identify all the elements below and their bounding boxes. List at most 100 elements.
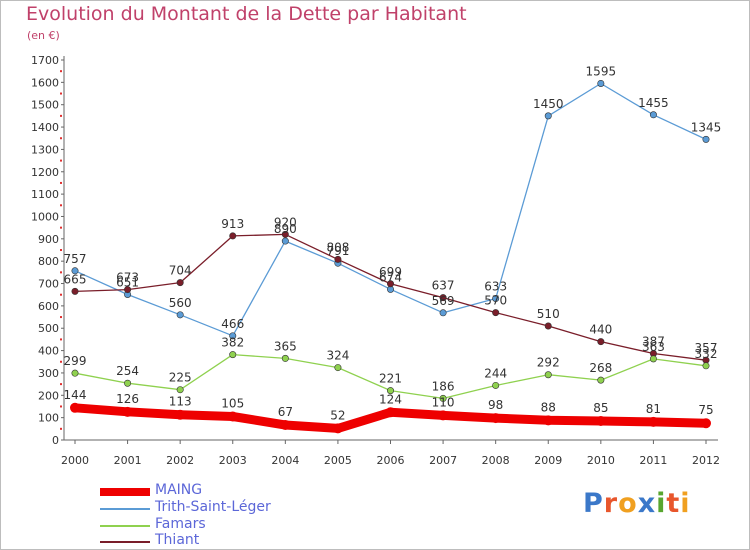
data-label-maing: 75 xyxy=(698,403,713,417)
y-minor-tick xyxy=(60,427,62,430)
data-label-maing: 52 xyxy=(330,408,345,422)
data-label-thiant: 357 xyxy=(695,341,718,355)
y-minor-tick xyxy=(60,383,62,386)
data-point-thiant xyxy=(597,338,605,346)
legend-label-maing: MAING xyxy=(155,482,203,498)
y-minor-tick xyxy=(60,181,62,184)
data-label-trith-saint-leger: 757 xyxy=(64,252,87,266)
data-label-thiant: 665 xyxy=(64,272,87,286)
logo-letter: o xyxy=(618,488,638,519)
x-tick-label: 2010 xyxy=(587,454,615,467)
data-label-famars: 299 xyxy=(64,354,87,368)
y-tick-label: 800 xyxy=(38,255,59,268)
logo-letter: i xyxy=(680,488,691,519)
data-label-thiant: 699 xyxy=(379,265,402,279)
y-minor-tick xyxy=(60,159,62,162)
y-minor-tick xyxy=(60,338,62,341)
data-label-maing: 105 xyxy=(221,397,244,411)
data-point-trith-saint-leger xyxy=(597,79,605,87)
y-tick-label: 900 xyxy=(38,233,59,246)
data-label-trith-saint-leger: 674 xyxy=(379,270,402,284)
data-point-famars xyxy=(439,394,447,402)
data-label-maing: 88 xyxy=(541,400,556,414)
data-point-thiant xyxy=(176,279,184,287)
data-point-famars xyxy=(649,355,657,363)
data-label-trith-saint-leger: 890 xyxy=(274,222,297,236)
data-point-maing xyxy=(175,409,186,420)
y-tick-label: 700 xyxy=(38,278,59,291)
data-label-thiant: 920 xyxy=(274,215,297,229)
logo-letter: x xyxy=(637,488,657,519)
legend-swatch-maing xyxy=(100,488,150,496)
data-point-maing xyxy=(595,416,606,426)
legend-swatch-thiant xyxy=(100,541,150,543)
y-tick-label: 1000 xyxy=(31,210,59,223)
y-tick-label: 400 xyxy=(38,345,59,358)
data-point-trith-saint-leger xyxy=(176,311,184,319)
data-label-famars: 268 xyxy=(589,361,612,375)
data-point-thiant xyxy=(281,230,289,238)
data-label-trith-saint-leger: 1450 xyxy=(533,97,564,111)
data-label-maing: 144 xyxy=(64,388,87,402)
x-tick-label: 2009 xyxy=(534,454,562,467)
data-point-famars xyxy=(597,376,605,384)
y-minor-tick xyxy=(60,316,62,319)
y-tick-label: 1100 xyxy=(31,188,59,201)
data-point-maing xyxy=(490,413,501,424)
data-point-maing xyxy=(280,420,291,431)
y-minor-tick xyxy=(60,360,62,363)
y-tick-label: 100 xyxy=(38,412,59,425)
y-tick-label: 1600 xyxy=(31,76,59,89)
data-point-maing xyxy=(122,406,133,417)
logo-letter: t xyxy=(666,488,681,519)
y-minor-tick xyxy=(60,70,62,73)
y-minor-tick xyxy=(60,271,62,274)
data-point-famars xyxy=(229,351,237,359)
y-minor-tick xyxy=(60,137,62,140)
data-label-trith-saint-leger: 560 xyxy=(169,296,192,310)
data-point-maing xyxy=(70,402,80,413)
data-label-trith-saint-leger: 791 xyxy=(326,244,349,258)
data-point-famars xyxy=(492,381,500,389)
y-tick-label: 1200 xyxy=(31,166,59,179)
y-tick-label: 200 xyxy=(38,389,59,402)
data-label-famars: 363 xyxy=(642,340,665,354)
data-point-maing xyxy=(701,418,711,429)
data-label-thiant: 704 xyxy=(169,264,192,278)
y-tick-label: 1300 xyxy=(31,143,59,156)
data-label-famars: 225 xyxy=(169,371,192,385)
data-point-maing xyxy=(543,415,554,426)
logo-letter: i xyxy=(656,488,667,519)
data-point-famars xyxy=(281,354,289,362)
x-tick-label: 2007 xyxy=(429,454,457,467)
data-point-famars xyxy=(124,379,132,387)
data-label-maing: 98 xyxy=(488,398,503,412)
x-tick-label: 2004 xyxy=(271,454,299,467)
x-tick-label: 2000 xyxy=(61,454,89,467)
data-label-thiant: 637 xyxy=(432,279,455,293)
data-point-trith-saint-leger xyxy=(281,237,289,245)
data-point-thiant xyxy=(492,309,500,317)
data-label-famars: 244 xyxy=(484,366,507,380)
y-minor-tick xyxy=(60,405,62,408)
y-minor-tick xyxy=(60,249,62,251)
y-tick-label: 1500 xyxy=(31,99,59,112)
data-point-maing xyxy=(385,407,396,418)
data-label-maing: 81 xyxy=(646,402,661,416)
data-label-trith-saint-leger: 1455 xyxy=(638,96,669,110)
data-point-famars xyxy=(71,369,79,377)
data-point-trith-saint-leger xyxy=(229,332,237,340)
x-tick-label: 2005 xyxy=(324,454,352,467)
x-tick-label: 2012 xyxy=(692,454,720,467)
data-label-thiant: 808 xyxy=(326,240,349,254)
data-point-famars xyxy=(544,371,552,379)
legend-label-thiant: Thiant xyxy=(155,532,200,548)
data-label-trith-saint-leger: 569 xyxy=(432,294,455,308)
data-point-trith-saint-leger xyxy=(544,112,552,120)
data-label-maing: 67 xyxy=(278,405,293,419)
x-tick-label: 2001 xyxy=(114,454,142,467)
chart-unit: (en €) xyxy=(27,29,60,42)
legend-swatch-famars xyxy=(100,525,150,527)
y-tick-label: 1400 xyxy=(31,121,59,134)
